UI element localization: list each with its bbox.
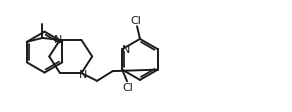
- Text: Cl: Cl: [123, 82, 133, 92]
- Text: N: N: [79, 69, 88, 79]
- Text: Cl: Cl: [131, 16, 142, 26]
- Text: N: N: [54, 35, 62, 45]
- Text: N: N: [122, 45, 130, 55]
